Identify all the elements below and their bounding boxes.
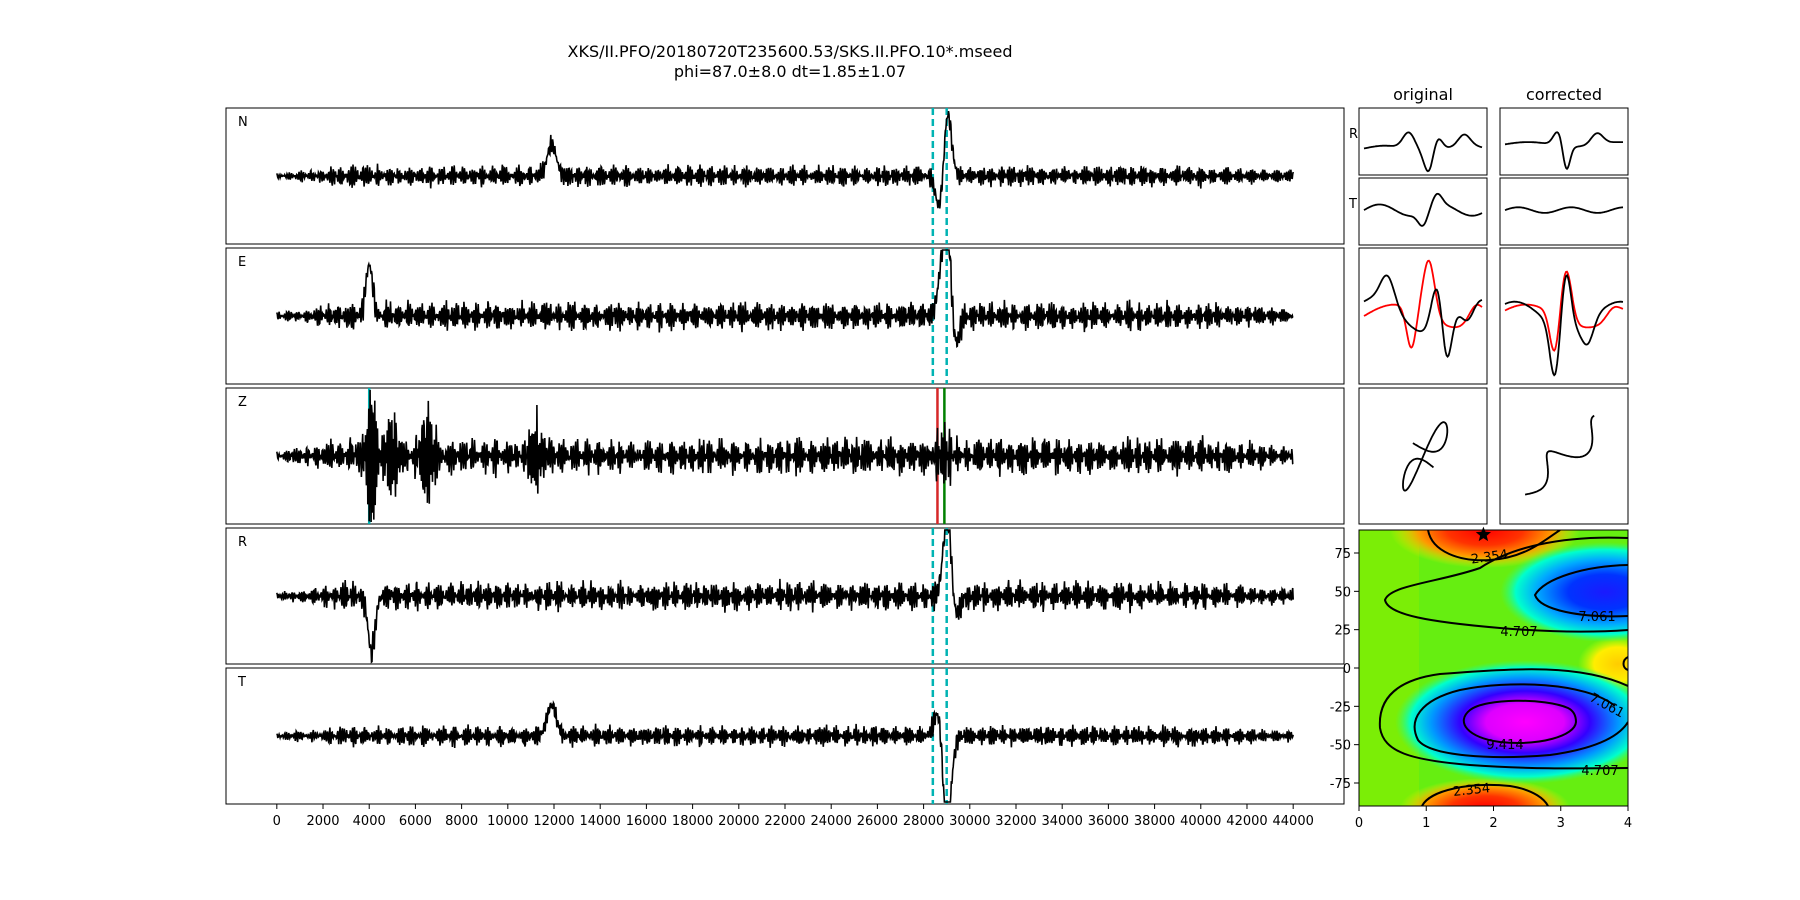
heat-x-tick-label: 4: [1624, 816, 1632, 831]
x-tick-label: 24000: [811, 814, 852, 829]
trace-panel-label: R: [238, 535, 247, 550]
x-tick-label: 40000: [1180, 814, 1221, 829]
particle-motion: [1524, 414, 1595, 496]
chart-title: XKS/II.PFO/20180720T235600.53/SKS.II.PFO…: [568, 42, 1013, 61]
trace-panel-t: T: [225, 667, 1345, 805]
contour-label: 4.707: [1500, 625, 1537, 640]
column-title: original: [1393, 85, 1453, 104]
trace-x-axis: 0 2000 4000 6000 8000 10000 12000 14000 16000 180…: [273, 804, 1314, 829]
heat-y-tick-label: -75: [1330, 777, 1351, 792]
x-tick-label: 4000: [353, 814, 386, 829]
x-tick-label: 22000: [764, 814, 805, 829]
chart-subtitle: phi=87.0±8.0 dt=1.85±1.07: [674, 62, 906, 81]
heat-y-tick-label: 0: [1343, 662, 1351, 677]
contour-line: [1378, 668, 1628, 770]
x-tick-label: 26000: [857, 814, 898, 829]
heat-left-band: [1359, 530, 1419, 806]
contour-label: 9.414: [1486, 738, 1523, 753]
comparison-panel-frame: [1358, 177, 1488, 246]
heat-y-tick-label: 75: [1334, 547, 1351, 562]
radial-trace: [1504, 131, 1623, 171]
contour-line: [1413, 683, 1628, 759]
slow-trace: [1504, 273, 1624, 377]
x-tick-label: 32000: [995, 814, 1036, 829]
x-tick-label: 36000: [1088, 814, 1129, 829]
trace-panel-label: T: [237, 675, 246, 690]
row-label: T: [1348, 197, 1357, 212]
transverse-trace: [1363, 192, 1483, 227]
x-tick-label: 10000: [487, 814, 528, 829]
x-tick-label: 44000: [1273, 814, 1314, 829]
x-tick-label: 20000: [718, 814, 759, 829]
trace-line: [276, 529, 1294, 664]
transverse-trace: [1504, 206, 1624, 214]
heat-y-tick-label: 50: [1334, 585, 1351, 600]
row-label: R: [1349, 127, 1358, 142]
trace-line: [276, 699, 1294, 803]
fast-trace: [1363, 259, 1483, 349]
x-tick-label: 30000: [949, 814, 990, 829]
comparison-panels: original corrected R T: [1348, 85, 1629, 525]
trace-panel-n: N: [225, 107, 1345, 245]
trace-line: [276, 110, 1294, 209]
trace-line: [276, 249, 1294, 349]
trace-line: [276, 389, 1294, 523]
x-tick-label: 16000: [626, 814, 667, 829]
trace-panel-z: Z: [225, 387, 1345, 525]
trace-panel-label: Z: [238, 395, 247, 410]
trace-panel-label: E: [238, 255, 246, 270]
x-tick-label: 42000: [1226, 814, 1267, 829]
particle-motion: [1402, 421, 1449, 492]
heat-x-tick-label: 2: [1489, 816, 1497, 831]
trace-panel-e: E: [225, 247, 1345, 385]
column-title: corrected: [1526, 85, 1602, 104]
comparison-panel-frame: [1499, 387, 1629, 525]
trace-panel-r: R: [225, 527, 1345, 665]
contour-line: [1533, 564, 1628, 618]
comparison-panel-frame: [1358, 107, 1488, 176]
trace-panels: N E Z R T: [225, 107, 1345, 805]
contour-line: [1421, 784, 1549, 806]
x-tick-label: 8000: [445, 814, 478, 829]
trace-panel-label: N: [238, 115, 248, 130]
best-fit-star: [1475, 526, 1491, 542]
heat-x-tick-label: 0: [1355, 816, 1363, 831]
contour-label: 2.354: [1452, 781, 1491, 800]
contour-line: [1463, 699, 1578, 744]
contour-label: 4.707: [1581, 764, 1618, 779]
x-tick-label: 28000: [903, 814, 944, 829]
heat-y-tick-label: -50: [1330, 739, 1351, 754]
radial-trace: [1363, 131, 1483, 173]
x-tick-label: 34000: [1042, 814, 1083, 829]
heat-red-bottom: [1400, 778, 1570, 806]
comparison-panel-frame: [1358, 247, 1488, 385]
contour-line: [1383, 536, 1628, 633]
heat-x-tick-label: 1: [1422, 816, 1430, 831]
contour-label: 2.354: [1470, 548, 1509, 568]
heat-y-tick-label: 25: [1334, 624, 1351, 639]
contour-line: [1427, 530, 1561, 562]
heat-y-tick-label: -25: [1330, 700, 1351, 715]
x-tick-label: 12000: [533, 814, 574, 829]
heat-x-tick-label: 3: [1557, 816, 1565, 831]
x-tick-label: 0: [273, 814, 281, 829]
x-tick-label: 14000: [580, 814, 621, 829]
x-tick-label: 18000: [672, 814, 713, 829]
x-tick-label: 6000: [399, 814, 432, 829]
x-tick-label: 2000: [306, 814, 339, 829]
x-tick-label: 38000: [1134, 814, 1175, 829]
slow-trace: [1363, 274, 1483, 359]
contour-label: 7.061: [1578, 610, 1615, 625]
contour-line: [1622, 656, 1628, 671]
comparison-panel-frame: [1499, 247, 1629, 385]
